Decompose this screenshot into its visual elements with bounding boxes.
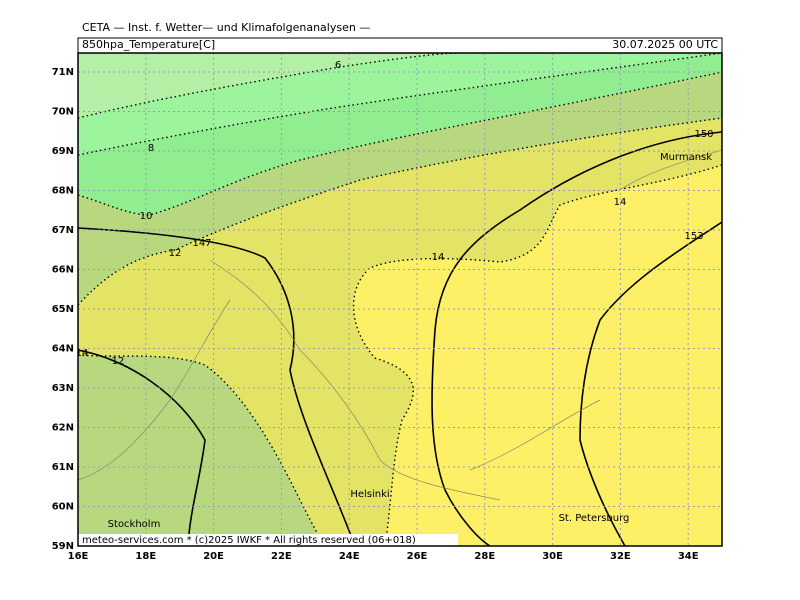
lat-tick-label: 71N — [52, 67, 74, 78]
isotherm — [78, 354, 326, 546]
isotherm — [78, 71, 722, 216]
lat-tick-label: 62N — [52, 423, 74, 434]
time-stamp: 30.07.2025 00 UTC — [612, 38, 718, 51]
zone-above-14 — [353, 165, 722, 546]
contour-label: 6 — [335, 60, 341, 71]
height-contour — [579, 221, 722, 546]
lon-tick-label: 32E — [610, 551, 631, 562]
lat-tick-label: 66N — [52, 265, 74, 276]
lat-tick-label: 61N — [52, 462, 74, 473]
lon-tick-label: 28E — [474, 551, 495, 562]
zone-10-12-south — [78, 355, 325, 546]
lon-tick-label: 20E — [203, 551, 224, 562]
map-labels: 6 8 10 12 12 14 14 14 147 150 153 Murmansk Helsinki S… — [76, 60, 714, 530]
city-label: Murmansk — [660, 152, 712, 163]
footer-bg — [78, 534, 458, 546]
lat-tick-label: 70N — [52, 107, 74, 118]
lat-tick-label: 63N — [52, 383, 74, 394]
contour-label: 14 — [614, 197, 627, 208]
lon-tick-label: 30E — [542, 551, 563, 562]
contour-label: 14 — [432, 252, 445, 263]
city-label: Stockholm — [108, 519, 161, 530]
lon-tick-label: 16E — [68, 551, 89, 562]
contour-label: 8 — [148, 143, 154, 154]
lat-tick-label: 68N — [52, 186, 74, 197]
coastline — [78, 149, 722, 501]
field-name: 850hpa_Temperature[C] — [82, 38, 215, 51]
height-contour — [78, 227, 356, 546]
isotherm — [78, 53, 461, 119]
lat-tick-label: 67N — [52, 225, 74, 236]
graticule — [78, 53, 722, 546]
isotherm — [352, 164, 722, 546]
height-contour — [78, 349, 206, 546]
lon-tick-label: 24E — [339, 551, 360, 562]
contour-label: 12 — [112, 356, 125, 367]
contour-label: 14 — [76, 348, 89, 359]
city-label: Helsinki — [350, 489, 389, 500]
lon-tick-label: 34E — [678, 551, 699, 562]
lon-tick-label: 22E — [271, 551, 292, 562]
contour-label: 147 — [192, 238, 211, 249]
contour-label: 10 — [140, 211, 153, 222]
lat-tick-label: 60N — [52, 502, 74, 513]
city-label: St. Petersburg — [559, 513, 630, 524]
lat-tick-label: 64N — [52, 344, 74, 355]
map-frame — [77, 52, 723, 547]
isotherm — [78, 53, 722, 156]
contour-label: 153 — [684, 231, 703, 242]
lat-tick-label: 59N — [52, 541, 74, 552]
contour-label: 12 — [169, 248, 182, 259]
footer: meteo-services.com * (c)2025 IWKF * All … — [82, 535, 416, 546]
isotherm — [78, 117, 722, 306]
lat-tick-label: 65N — [52, 304, 74, 315]
lon-tick-label: 26E — [407, 551, 428, 562]
map-area: 6 8 10 12 12 14 14 14 147 150 153 Murmansk Helsinki S… — [76, 53, 722, 546]
lat-tick-label: 69N — [52, 146, 74, 157]
lon-tick-label: 18E — [135, 551, 156, 562]
zone-below-6 — [78, 53, 460, 118]
height-contour — [431, 131, 722, 546]
header-title: CETA — Inst. f. Wetter— und Klimafolgena… — [82, 21, 370, 34]
contour-label: 150 — [694, 129, 713, 140]
